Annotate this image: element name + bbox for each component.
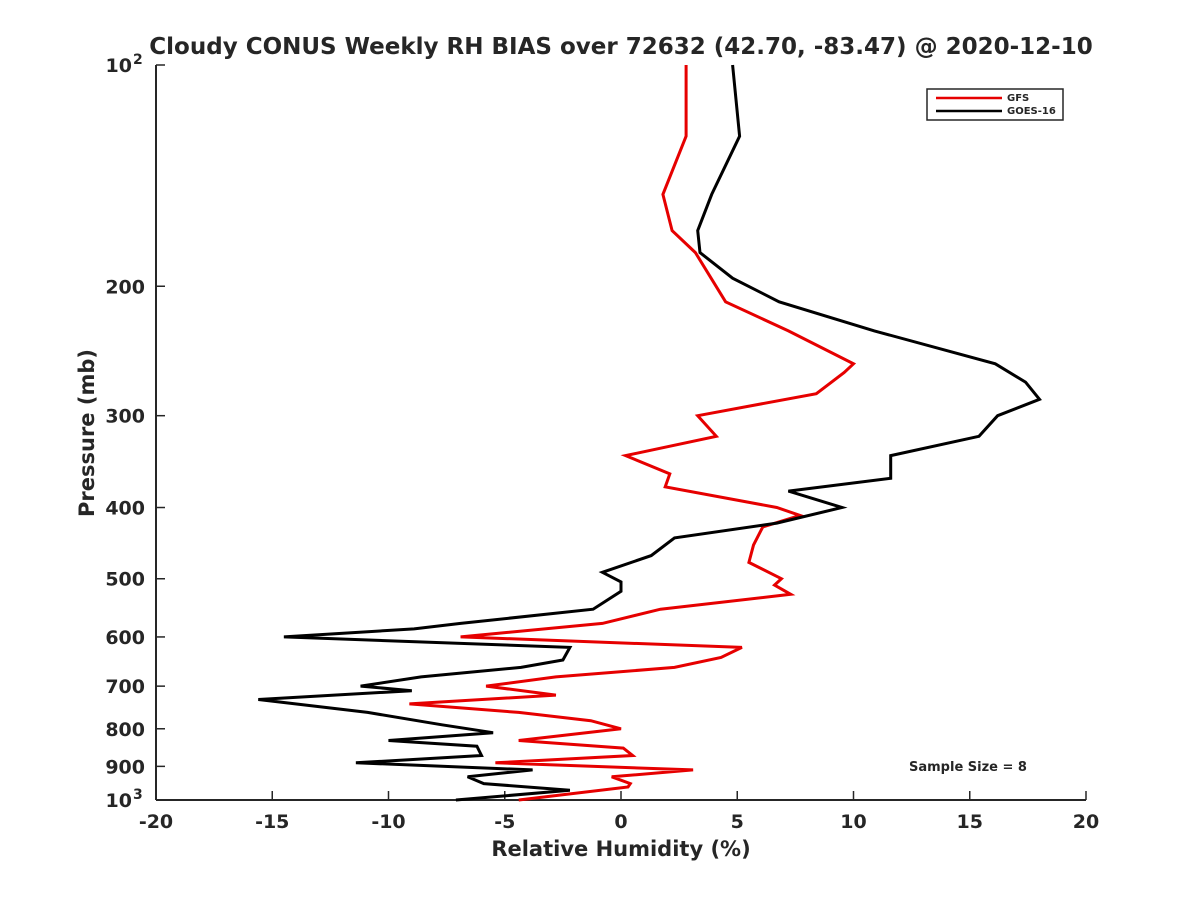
y-tick-label: 300 bbox=[105, 406, 145, 428]
y-tick-label: 700 bbox=[105, 676, 145, 698]
y-tick-label: 10 bbox=[106, 55, 132, 77]
legend-label-goes16: GOES-16 bbox=[1007, 106, 1056, 117]
x-tick-label: 5 bbox=[731, 811, 744, 833]
y-tick-label: 400 bbox=[105, 498, 145, 520]
y-tick-exponent: 2 bbox=[133, 52, 143, 68]
y-tick-label: 800 bbox=[105, 719, 145, 741]
x-tick-label: -20 bbox=[139, 811, 173, 833]
y-tick-label: 10 bbox=[106, 790, 132, 812]
y-tick-label: 500 bbox=[105, 569, 145, 591]
legend: GFS GOES-16 bbox=[927, 89, 1063, 120]
y-tick-label: 200 bbox=[105, 276, 145, 298]
sample-size-annotation: Sample Size = 8 bbox=[909, 760, 1027, 775]
x-tick-label: -5 bbox=[494, 811, 515, 833]
x-tick-label: 20 bbox=[1073, 811, 1099, 833]
legend-label-gfs: GFS bbox=[1007, 93, 1029, 104]
chart-title: Cloudy CONUS Weekly RH BIAS over 72632 (… bbox=[149, 34, 1092, 60]
plot-area bbox=[156, 65, 1086, 800]
y-tick-label: 900 bbox=[105, 756, 145, 778]
x-tick-label: 0 bbox=[614, 811, 627, 833]
x-tick-label: -15 bbox=[255, 811, 289, 833]
x-tick-label: 10 bbox=[840, 811, 866, 833]
x-tick-label: 15 bbox=[957, 811, 983, 833]
y-axis-label: Pressure (mb) bbox=[75, 349, 99, 517]
x-axis-label: Relative Humidity (%) bbox=[491, 837, 750, 861]
x-tick-label: -10 bbox=[371, 811, 405, 833]
y-tick-label: 600 bbox=[105, 627, 145, 649]
y-tick-exponent: 3 bbox=[133, 787, 143, 803]
